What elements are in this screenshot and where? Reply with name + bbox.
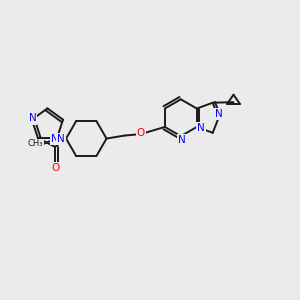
Text: O: O [51,163,59,173]
Text: N: N [28,113,36,124]
Text: N: N [51,134,59,144]
Text: N: N [197,124,205,134]
Text: CH₃: CH₃ [28,140,43,148]
Text: N: N [215,109,223,118]
Text: N: N [57,134,64,144]
Text: N: N [178,135,186,145]
Text: O: O [136,128,145,138]
